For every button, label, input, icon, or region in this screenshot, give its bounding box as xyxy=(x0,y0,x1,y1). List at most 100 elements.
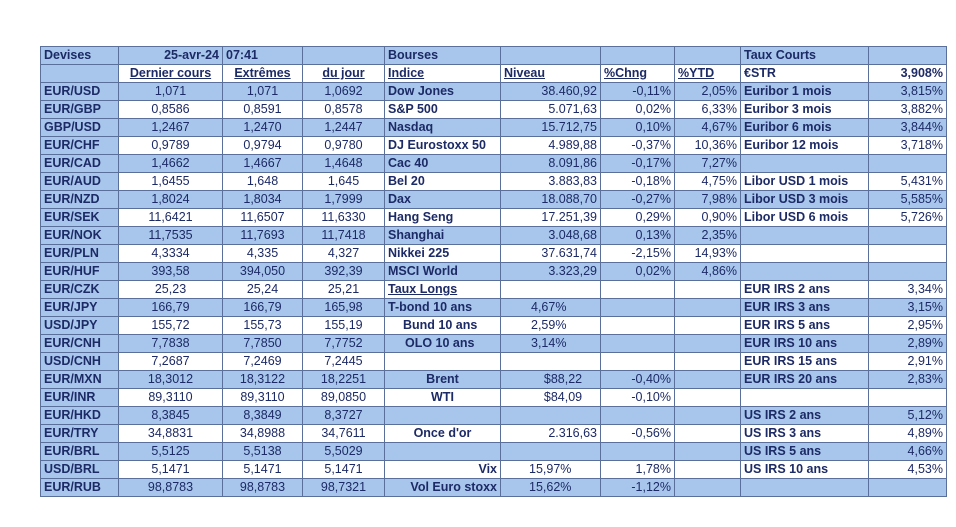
table-row: EUR/HKD 8,3845 8,3849 8,3727 US IRS 2 ans 5,1… xyxy=(40,406,947,425)
table-cell xyxy=(868,478,947,497)
table-cell xyxy=(868,388,947,407)
table-cell: 0,02% xyxy=(600,100,675,119)
table-cell: 1,2447 xyxy=(302,118,385,137)
table-cell: 1,7999 xyxy=(302,190,385,209)
table-cell: 4.989,88 xyxy=(500,136,601,155)
table-cell: 8,3727 xyxy=(302,406,385,425)
table-cell: EUR IRS 15 ans xyxy=(740,352,869,371)
table-cell: 15,97% xyxy=(500,460,601,479)
table-cell xyxy=(674,370,741,389)
table-cell: -0,56% xyxy=(600,424,675,443)
table-cell: 2,35% xyxy=(674,226,741,245)
table-cell: -0,11% xyxy=(600,82,675,101)
table-cell: 0,8591 xyxy=(222,100,303,119)
table-cell: 0,8586 xyxy=(118,100,223,119)
table-cell: 7,7752 xyxy=(302,334,385,353)
table-cell: 0,8578 xyxy=(302,100,385,119)
table-cell: 2,83% xyxy=(868,370,947,389)
table-cell: Libor USD 6 mois xyxy=(740,208,869,227)
table-cell: US IRS 5 ans xyxy=(740,442,869,461)
table-cell: 4,327 xyxy=(302,244,385,263)
table-body: Devises 25-avr-24 07:41 Bourses Taux Courts D… xyxy=(40,46,947,497)
table-cell: 37.631,74 xyxy=(500,244,601,263)
table-cell: 5,585% xyxy=(868,190,947,209)
table-cell: 2,95% xyxy=(868,316,947,335)
table-cell: 5,5029 xyxy=(302,442,385,461)
table-cell: 0,13% xyxy=(600,226,675,245)
table-cell xyxy=(740,154,869,173)
table-cell: 1,648 xyxy=(222,172,303,191)
table-cell: 1,2470 xyxy=(222,118,303,137)
table-cell: 15,62% xyxy=(500,478,601,497)
table-row: EUR/NZD 1,8024 1,8034 1,7999 Dax 18.088,70 -0,… xyxy=(40,190,947,209)
table-row: EUR/PLN 4,3334 4,335 4,327 Nikkei 225 37.631,… xyxy=(40,244,947,263)
table-cell: US IRS 3 ans xyxy=(740,424,869,443)
table-cell: Bund 10 ans xyxy=(384,316,501,335)
table-cell: S&P 500 xyxy=(384,100,501,119)
table-cell: EUR IRS 2 ans xyxy=(740,280,869,299)
table-cell: 4,335 xyxy=(222,244,303,263)
table-cell: Dax xyxy=(384,190,501,209)
table-cell: 7,2687 xyxy=(118,352,223,371)
table-row: EUR/CAD 1,4662 1,4667 1,4648 Cac 40 8.091,86-… xyxy=(40,154,947,173)
table-cell: 89,3110 xyxy=(222,388,303,407)
table-cell: du jour xyxy=(302,64,385,83)
table-cell: EUR/CHF xyxy=(40,136,119,155)
table-cell: 3,844% xyxy=(868,118,947,137)
table-row: EUR/CHF 0,9789 0,9794 0,9780 DJ Eurostoxx 50… xyxy=(40,136,947,155)
table-cell: 8.091,86 xyxy=(500,154,601,173)
table-cell: €STR xyxy=(740,64,869,83)
table-cell: Dernier cours xyxy=(118,64,223,83)
table-cell: 11,6330 xyxy=(302,208,385,227)
table-cell xyxy=(868,154,947,173)
table-cell xyxy=(868,244,947,263)
table-row: EUR/MXN 18,3012 18,3122 18,2251 Brent $88,22-… xyxy=(40,370,947,389)
table-cell: 3.883,83 xyxy=(500,172,601,191)
table-cell: Extrêmes xyxy=(222,64,303,83)
table-cell: 25-avr-24 xyxy=(118,46,223,65)
table-cell: USD/BRL xyxy=(40,460,119,479)
table-cell: Libor USD 1 mois xyxy=(740,172,869,191)
table-row: USD/JPY 155,72 155,73 155,19 Bund 10 ans 2,59… xyxy=(40,316,947,335)
table-cell: EUR/INR xyxy=(40,388,119,407)
table-cell: 3,882% xyxy=(868,100,947,119)
table-cell: OLO 10 ans xyxy=(384,334,501,353)
table-cell xyxy=(600,280,675,299)
table-row: GBP/USD 1,2467 1,2470 1,2447 Nasdaq 15.712,75… xyxy=(40,118,947,137)
table-cell xyxy=(674,442,741,461)
table-cell: Euribor 6 mois xyxy=(740,118,869,137)
table-cell: Devises xyxy=(40,46,119,65)
table-cell xyxy=(600,442,675,461)
table-cell: -0,17% xyxy=(600,154,675,173)
table-cell: EUR/USD xyxy=(40,82,119,101)
table-cell: 394,050 xyxy=(222,262,303,281)
table-cell xyxy=(500,406,601,425)
table-cell: 392,39 xyxy=(302,262,385,281)
table-cell xyxy=(384,352,501,371)
table-cell xyxy=(600,298,675,317)
table-cell: 166,79 xyxy=(222,298,303,317)
table-cell: 4,67% xyxy=(674,118,741,137)
table-cell: Hang Seng xyxy=(384,208,501,227)
table-cell: EUR/NZD xyxy=(40,190,119,209)
table-cell: %Chng xyxy=(600,64,675,83)
table-cell: EUR/GBP xyxy=(40,100,119,119)
table-cell: 4,75% xyxy=(674,172,741,191)
table-cell: 1,071 xyxy=(118,82,223,101)
table-cell: 3,15% xyxy=(868,298,947,317)
table-cell: 18.088,70 xyxy=(500,190,601,209)
table-cell: 98,8783 xyxy=(118,478,223,497)
table-cell: EUR/CZK xyxy=(40,280,119,299)
table-cell: US IRS 2 ans xyxy=(740,406,869,425)
table-cell: 4,53% xyxy=(868,460,947,479)
table-cell: EUR IRS 10 ans xyxy=(740,334,869,353)
table-cell: 18,2251 xyxy=(302,370,385,389)
table-cell: Libor USD 3 mois xyxy=(740,190,869,209)
table-cell: EUR/PLN xyxy=(40,244,119,263)
table-cell: 2,89% xyxy=(868,334,947,353)
table-cell: 1,4662 xyxy=(118,154,223,173)
table-cell: 1,8024 xyxy=(118,190,223,209)
table-row: USD/CNH 7,2687 7,2469 7,2445 EUR IRS 15 ans 2… xyxy=(40,352,947,371)
table-cell: 15.712,75 xyxy=(500,118,601,137)
table-cell: Indice xyxy=(384,64,501,83)
